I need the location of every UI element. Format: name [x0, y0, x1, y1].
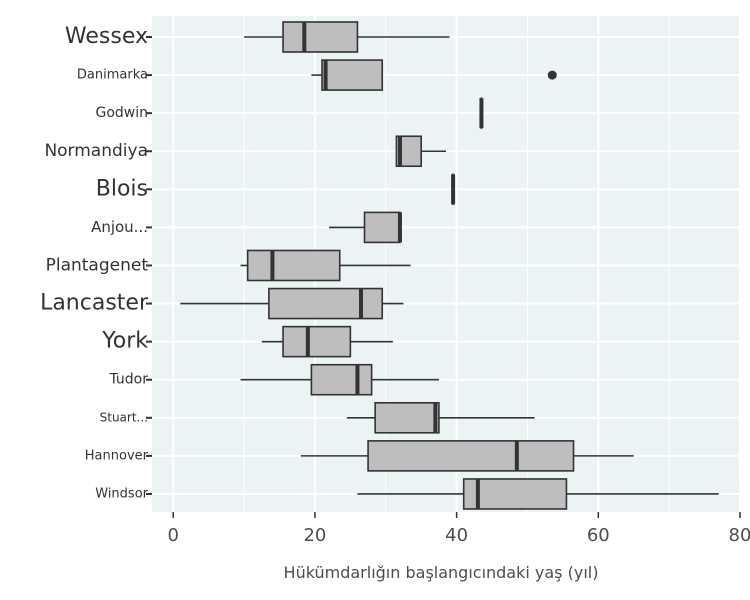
- box-anjou: [329, 211, 402, 244]
- box-lancaster: [180, 287, 404, 320]
- box-iqr: [367, 440, 575, 472]
- y-tick-label: Tudor: [108, 372, 148, 388]
- box-iqr: [246, 249, 341, 282]
- x-axis-label: Hükümdarlığın başlangıcındaki yaş (yıl): [284, 563, 599, 582]
- box-plantagenet: [240, 249, 411, 282]
- box-iqr: [374, 401, 440, 434]
- plot-panel: [152, 16, 740, 512]
- x-tick-label: 20: [303, 525, 326, 546]
- y-tick-label: York: [101, 329, 148, 354]
- box-iqr: [282, 21, 359, 53]
- box-hannover: [300, 440, 634, 472]
- outlier-point: [547, 70, 557, 80]
- x-tick-label: 80: [729, 525, 750, 546]
- box-iqr: [282, 325, 352, 358]
- box-iqr: [363, 211, 401, 244]
- box-iqr: [321, 59, 384, 91]
- box-iqr: [310, 363, 373, 396]
- x-axis-ticks: 0 20 40 60 80: [168, 512, 750, 546]
- x-tick-label: 60: [587, 525, 610, 546]
- y-tick-label: Blois: [96, 176, 148, 201]
- x-tick-label: 40: [445, 525, 468, 546]
- y-axis-ticks: Wessex Danimarka Godwin Normandiya Blois Anjo…: [40, 24, 152, 501]
- box-york: [261, 325, 393, 358]
- box-stuart: [346, 401, 535, 434]
- y-tick-label: Wessex: [65, 24, 148, 49]
- boxes: [180, 21, 719, 510]
- box-wessex: [244, 21, 450, 53]
- y-tick-label: Hannover: [85, 448, 149, 463]
- box-danimarka: [311, 59, 557, 91]
- y-tick-label: Lancaster: [40, 291, 149, 316]
- box-iqr: [462, 478, 568, 510]
- box-iqr: [268, 287, 384, 320]
- box-windsor: [357, 478, 719, 510]
- box-tudor: [240, 363, 439, 396]
- y-tick-label: Windsor: [95, 486, 148, 501]
- x-tick-label: 0: [168, 525, 179, 546]
- y-tick-label: Godwin: [95, 105, 148, 121]
- y-tick-label: Plantagenet: [46, 255, 149, 275]
- box-normandiya: [395, 135, 446, 168]
- y-tick-label: Normandiya: [44, 141, 148, 161]
- y-tick-label: Danimarka: [77, 68, 148, 83]
- y-tick-label: Stuart...: [100, 410, 148, 424]
- y-tick-label: Anjou...: [91, 218, 148, 236]
